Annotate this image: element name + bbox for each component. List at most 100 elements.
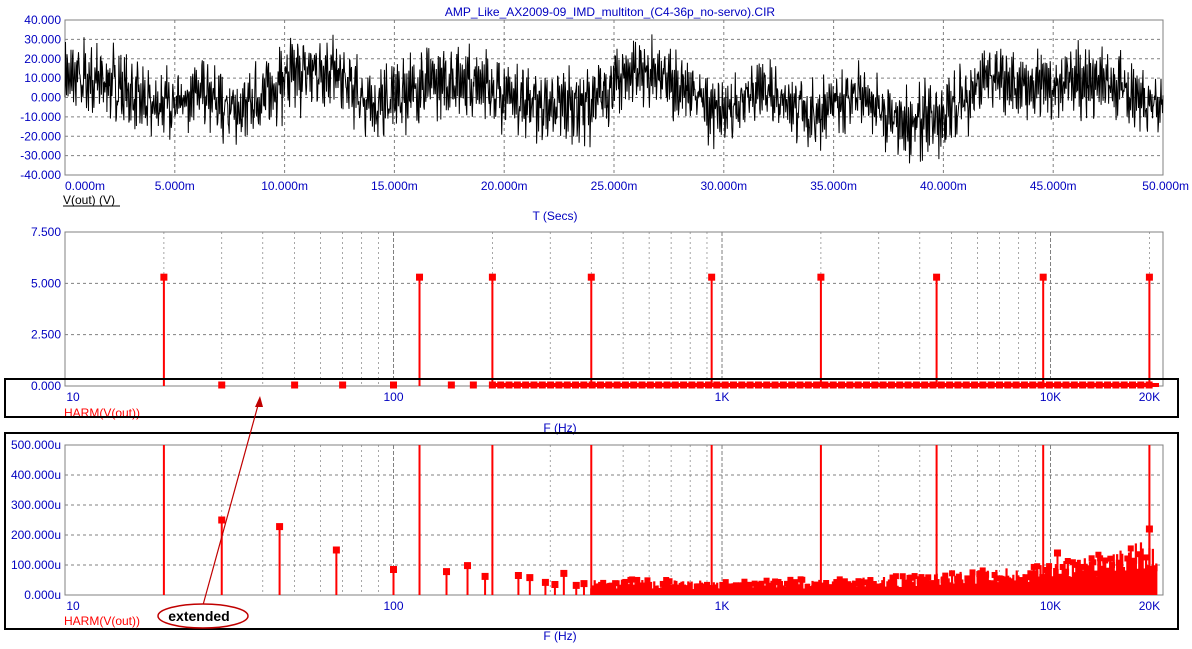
time-trace-vout	[64, 34, 1164, 164]
floor-bar-marker	[522, 381, 530, 389]
floor-bar-marker	[746, 581, 753, 588]
spur-bar-marker	[580, 580, 588, 588]
floor-bar-marker	[1059, 563, 1066, 570]
spur-bar-marker	[481, 572, 489, 580]
floor-bar-marker	[1088, 555, 1095, 562]
floor-bar-marker	[625, 584, 632, 591]
floor-bar-marker	[596, 381, 604, 389]
floor-bar-marker	[622, 578, 629, 585]
y-tick-label: 0.000u	[24, 588, 61, 602]
floor-bar-marker	[675, 584, 682, 591]
tone-bar-marker	[587, 273, 595, 281]
x-tick-label: 10K	[1040, 599, 1061, 613]
floor-bar-marker	[644, 577, 651, 584]
floor-bar-marker	[755, 581, 762, 588]
floor-bar-marker	[1090, 559, 1097, 566]
x-tick-label: 10	[66, 599, 80, 613]
arrow-head-icon	[255, 396, 263, 407]
spur-bar-marker	[218, 516, 226, 524]
floor-bar-marker	[833, 579, 840, 586]
x-tick-label: 35.000m	[810, 179, 857, 193]
floor-bar-marker	[821, 381, 829, 389]
floor-bar-marker	[746, 381, 754, 389]
x-tick-label: 20K	[1139, 390, 1160, 404]
floor-bar-marker	[899, 573, 906, 580]
x-tick-label: 50.000m	[1142, 179, 1189, 193]
x-tick-label: 25.000m	[591, 179, 638, 193]
spur-bar-marker	[572, 581, 580, 589]
floor-bar-marker	[608, 582, 615, 589]
floor-bar-marker	[799, 576, 806, 583]
floor-bar-marker	[979, 567, 986, 574]
floor-bar-marker	[871, 381, 879, 389]
floor-bar-marker	[683, 585, 690, 592]
floor-bar-marker	[889, 574, 896, 581]
floor-bar-marker	[916, 578, 923, 585]
x-tick-label: 0.000m	[65, 179, 105, 193]
spur-bar-marker	[469, 381, 477, 389]
floor-bar-marker	[1102, 557, 1109, 564]
x-tick-label: 1K	[715, 599, 730, 613]
floor-bar-marker	[819, 582, 826, 589]
floor-bar-marker	[904, 381, 912, 389]
floor-bar-marker	[777, 584, 784, 591]
time-y-tick-labels: 40.000 30.000 20.000 10.000 0.000 -10.000 -20.…	[20, 13, 61, 182]
time-domain-plot[interactable]: 40.000 30.000 20.000 10.000 0.000 -10.000 -20.…	[20, 13, 1189, 223]
floor-bar-marker	[862, 381, 870, 389]
spur-bar-marker	[541, 578, 549, 586]
floor-bar-marker	[734, 585, 741, 592]
floor-bar-marker	[572, 381, 580, 389]
floor-bar-marker	[1141, 568, 1148, 575]
floor-peak-bar-marker	[1145, 525, 1153, 533]
y-tick-label: 30.000	[24, 32, 61, 46]
floor-bar-marker	[1109, 562, 1116, 569]
floor-bar-marker	[772, 578, 779, 585]
floor-bar-marker	[1012, 381, 1020, 389]
harmonic-plot-zoom[interactable]: 500.000u400.000u300.000u200.000u100.000u…	[4, 432, 1179, 643]
floor-bar-marker	[813, 381, 821, 389]
floor-bar-marker	[630, 381, 638, 389]
floor-bar-marker	[779, 381, 787, 389]
floor-bar-marker	[1063, 568, 1070, 575]
floor-bar-marker	[709, 585, 716, 592]
floor-bar-marker	[638, 381, 646, 389]
floor-bar-marker	[1001, 576, 1008, 583]
floor-bar-marker	[637, 585, 644, 592]
x-tick-label: 10	[66, 390, 80, 404]
floor-bar-marker	[930, 580, 937, 587]
x-tick-label: 20K	[1139, 599, 1160, 613]
floor-bar-marker	[1107, 555, 1114, 562]
floor-bar-marker	[696, 381, 704, 389]
y-tick-label: 10.000	[24, 71, 61, 85]
floor-bar-marker	[1092, 570, 1099, 577]
floor-bar-marker	[896, 381, 904, 389]
harm-zoom-x-axis-label: F (Hz)	[543, 629, 576, 643]
y-tick-label: 300.000u	[11, 498, 61, 512]
floor-bar-marker	[1018, 577, 1025, 584]
floor-bar-marker	[1120, 381, 1128, 389]
floor-bar-marker	[971, 381, 979, 389]
floor-bar-marker	[794, 584, 801, 591]
floor-bar-marker	[688, 381, 696, 389]
harm-zoom-plot-area	[64, 444, 1164, 596]
floor-bar-marker	[923, 578, 930, 585]
floor-bar-marker	[1136, 551, 1143, 558]
floor-bar-marker	[488, 381, 496, 389]
floor-bar-marker	[741, 578, 748, 585]
extended-annotation: extended	[157, 396, 263, 629]
window-title: AMP_Like_AX2009-09_IMD_multiton_(C4-36p_…	[445, 5, 775, 19]
floor-bar-marker	[617, 584, 624, 591]
y-tick-label: 400.000u	[11, 468, 61, 482]
floor-bar-marker	[704, 581, 711, 588]
floor-bar-marker	[835, 583, 842, 590]
harm-main-y-tick-labels: 7.500 5.000 2.500 0.000	[31, 225, 61, 393]
spur-bar-marker	[390, 566, 398, 573]
time-x-axis-label: T (Secs)	[532, 209, 577, 223]
floor-bar-marker	[596, 583, 603, 590]
y-tick-label: -10.000	[20, 110, 61, 124]
x-tick-label: 15.000m	[371, 179, 418, 193]
harm-zoom-x-tick-labels: 10 100 1K 10K 20K	[66, 599, 1160, 613]
floor-bar-marker	[929, 381, 937, 389]
floor-bar-marker	[940, 577, 947, 584]
